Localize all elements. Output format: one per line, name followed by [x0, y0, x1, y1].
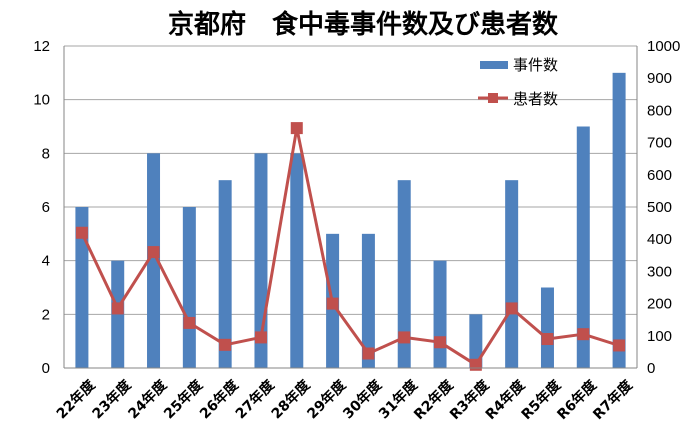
- line-point: [613, 339, 626, 352]
- bar: [469, 314, 483, 368]
- line-point: [505, 302, 518, 315]
- y-right-tick-label: 400: [647, 231, 672, 248]
- bar: [576, 126, 590, 368]
- chart-title: 京都府 食中毒事件数及び患者数: [168, 9, 559, 40]
- line-point: [434, 336, 447, 349]
- x-tick-label: 25年度: [160, 376, 206, 422]
- x-tick-label: R7年度: [590, 376, 637, 423]
- line-point: [362, 347, 375, 360]
- line-point: [111, 302, 124, 315]
- y-right-tick-label: 600: [647, 167, 672, 184]
- line-point: [290, 122, 303, 135]
- bar: [433, 260, 447, 368]
- line-point: [254, 331, 267, 344]
- y-left-tick-label: 6: [42, 199, 50, 216]
- x-tick-label: 22年度: [53, 376, 99, 422]
- y-left-tick-label: 0: [42, 360, 50, 377]
- bar: [182, 207, 196, 368]
- bar-series-incidents: [75, 72, 626, 368]
- y-left-tick-label: 2: [42, 306, 50, 323]
- y-right-tick-label: 200: [647, 296, 672, 313]
- line-point: [326, 297, 339, 310]
- y-right-tick-label: 900: [647, 70, 672, 87]
- x-tick-label: 30年度: [340, 376, 386, 422]
- series-line: [80, 126, 620, 367]
- bar: [505, 180, 519, 368]
- y-right-tick-label: 500: [647, 199, 672, 216]
- legend-swatch-incidents: [480, 61, 508, 69]
- legend-marker-patients: [488, 93, 498, 103]
- line-point: [147, 246, 160, 259]
- x-tick-label: 24年度: [125, 376, 171, 422]
- line-point: [183, 316, 196, 329]
- bar: [290, 153, 304, 368]
- y-left-tick-label: 4: [42, 253, 50, 270]
- y-right-tick-label: 800: [647, 102, 672, 119]
- line-point: [469, 358, 482, 371]
- bar: [612, 72, 626, 368]
- line-point: [577, 328, 590, 341]
- legend: 事件数 患者数: [478, 56, 558, 108]
- line-point: [219, 338, 232, 351]
- y-left-tick-label: 10: [33, 92, 50, 109]
- y-left-tick-label: 12: [33, 38, 50, 55]
- bar: [75, 207, 89, 368]
- line-point: [541, 333, 554, 346]
- x-tick-label: 26年度: [196, 376, 242, 422]
- y-right-tick-label: 0: [647, 360, 655, 377]
- line-point: [398, 331, 411, 344]
- y-right-tick-label: 100: [647, 328, 672, 345]
- bar: [540, 287, 554, 368]
- x-tick-label: 29年度: [304, 376, 350, 422]
- bar: [397, 180, 411, 368]
- bar: [147, 153, 161, 368]
- y-right-tick-label: 700: [647, 135, 672, 152]
- x-tick-label: 23年度: [89, 376, 135, 422]
- bar: [218, 180, 232, 368]
- y-left-tick-label: 8: [42, 145, 50, 162]
- x-tick-label: 27年度: [232, 376, 278, 422]
- legend-label-patients: 患者数: [513, 90, 558, 108]
- x-tick-label: 28年度: [268, 376, 314, 422]
- y-right-tick-label: 1000: [647, 38, 680, 55]
- line-point: [75, 226, 88, 239]
- bar: [361, 233, 375, 368]
- line-series-patients: [75, 122, 626, 371]
- y-right-tick-label: 300: [647, 263, 672, 280]
- legend-label-incidents: 事件数: [513, 56, 558, 74]
